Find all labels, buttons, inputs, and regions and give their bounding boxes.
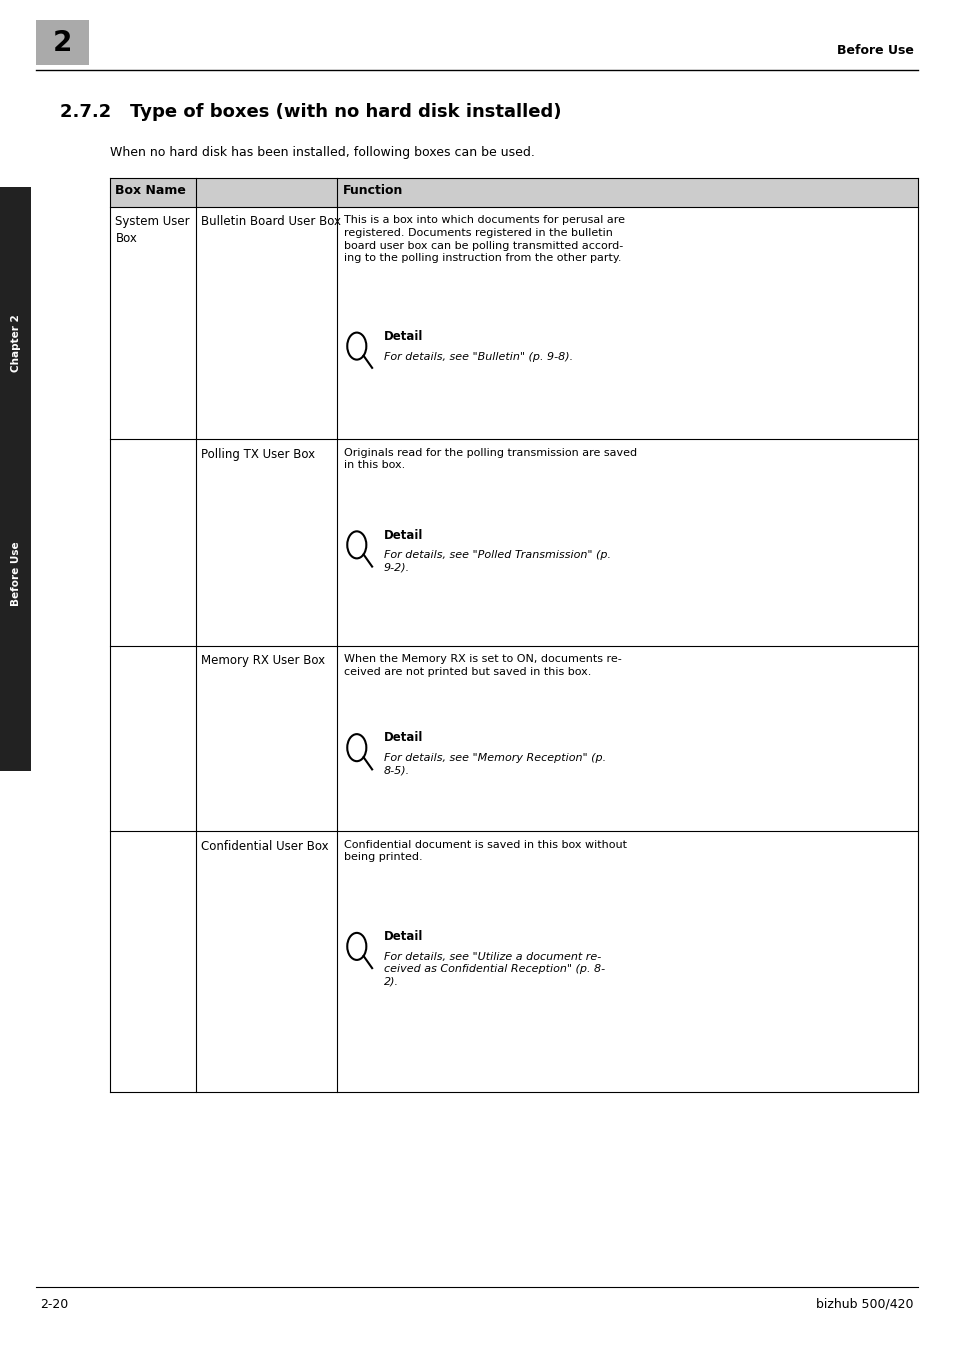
FancyBboxPatch shape [110, 178, 917, 207]
Text: When no hard disk has been installed, following boxes can be used.: When no hard disk has been installed, fo… [110, 146, 534, 160]
Text: Box Name: Box Name [115, 184, 186, 197]
Text: When the Memory RX is set to ON, documents re-
ceived are not printed but saved : When the Memory RX is set to ON, documen… [344, 654, 621, 677]
Text: Confidential User Box: Confidential User Box [201, 840, 329, 853]
Text: For details, see "Utilize a document re-
ceived as Confidential Reception" (p. 8: For details, see "Utilize a document re-… [383, 952, 604, 987]
FancyBboxPatch shape [0, 187, 31, 771]
Text: Detail: Detail [383, 529, 422, 542]
Text: Confidential document is saved in this box without
being printed.: Confidential document is saved in this b… [344, 840, 627, 863]
Text: Detail: Detail [383, 330, 422, 343]
Text: Chapter 2: Chapter 2 [10, 315, 21, 372]
Text: Detail: Detail [383, 930, 422, 944]
Text: Before Use: Before Use [10, 541, 21, 606]
FancyBboxPatch shape [36, 20, 89, 65]
Text: This is a box into which documents for perusal are
registered. Documents registe: This is a box into which documents for p… [344, 215, 625, 264]
Text: Memory RX User Box: Memory RX User Box [201, 654, 325, 668]
Text: For details, see "Polled Transmission" (p.
9-2).: For details, see "Polled Transmission" (… [383, 550, 610, 573]
Text: 2.7.2   Type of boxes (with no hard disk installed): 2.7.2 Type of boxes (with no hard disk i… [60, 103, 561, 120]
Text: For details, see "Bulletin" (p. 9-8).: For details, see "Bulletin" (p. 9-8). [383, 352, 572, 361]
Text: Bulletin Board User Box: Bulletin Board User Box [201, 215, 341, 228]
Text: bizhub 500/420: bizhub 500/420 [816, 1298, 913, 1311]
Text: Originals read for the polling transmission are saved
in this box.: Originals read for the polling transmiss… [344, 448, 637, 470]
Text: System User
Box: System User Box [115, 215, 190, 245]
Text: Detail: Detail [383, 731, 422, 745]
Text: 2-20: 2-20 [40, 1298, 69, 1311]
Text: For details, see "Memory Reception" (p.
8-5).: For details, see "Memory Reception" (p. … [383, 753, 605, 776]
Text: Function: Function [342, 184, 402, 197]
Text: Before Use: Before Use [836, 43, 913, 57]
Text: 2: 2 [52, 28, 72, 57]
Text: Polling TX User Box: Polling TX User Box [201, 448, 315, 461]
